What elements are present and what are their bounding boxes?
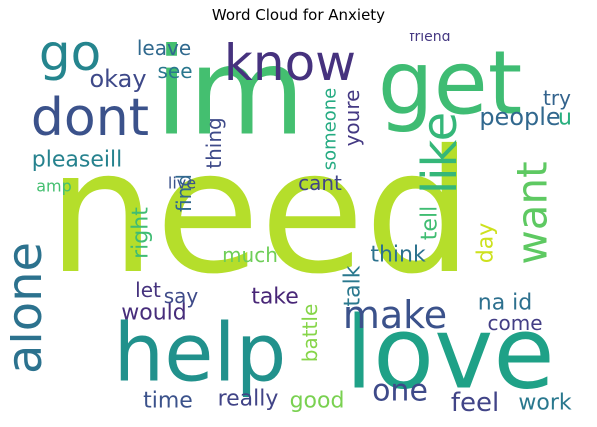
word-know: know <box>224 34 356 92</box>
word-help: help <box>114 307 287 400</box>
word-go: go <box>39 33 101 82</box>
chart-title: Word Cloud for Anxiety <box>211 6 386 24</box>
word-amp: amp <box>36 177 72 196</box>
word-one: one <box>372 374 428 409</box>
word-thing: thing <box>202 117 226 168</box>
word-cant: cant <box>298 171 342 195</box>
word-u: u <box>558 106 572 131</box>
word-okay: okay <box>89 65 146 93</box>
word-really: really <box>218 387 279 412</box>
word-take: take <box>251 285 299 310</box>
word-friend: friend <box>410 33 451 45</box>
word-say: say <box>164 284 199 308</box>
word-someone: someone <box>320 88 341 171</box>
word-let: let <box>135 278 161 302</box>
word-come: come <box>487 311 542 335</box>
word-would: would <box>121 301 186 326</box>
word-like: like <box>412 112 468 194</box>
word-battle: battle <box>298 304 322 363</box>
word-talk: talk <box>341 265 366 306</box>
word-leave: leave <box>137 36 191 60</box>
word-im: im <box>155 33 305 163</box>
word-people: people <box>479 103 560 131</box>
word-good: good <box>290 389 345 414</box>
word-alone: alone <box>10 242 53 374</box>
word-live: live <box>168 174 196 193</box>
word-time: time <box>143 389 193 414</box>
word-see: see <box>157 59 192 83</box>
word-feel: feel <box>451 388 499 418</box>
word-want: want <box>508 161 557 264</box>
word-na-id: na id <box>478 291 533 316</box>
word-work: work <box>518 391 571 416</box>
word-love: love <box>345 295 555 412</box>
word-make: make <box>343 293 447 337</box>
word-get: get <box>378 33 523 135</box>
word-pleaseill: pleaseill <box>32 148 122 173</box>
word-find: find <box>172 174 196 212</box>
word-right: right <box>129 207 154 259</box>
word-dont: dont <box>31 88 149 148</box>
word-try: try <box>543 86 571 110</box>
word-much: much <box>222 243 278 267</box>
word-think: think <box>370 243 426 268</box>
word-day: day <box>474 223 499 263</box>
word-youre: youre <box>340 90 364 147</box>
word-need: need <box>48 114 473 312</box>
word-tell: tell <box>418 206 443 240</box>
